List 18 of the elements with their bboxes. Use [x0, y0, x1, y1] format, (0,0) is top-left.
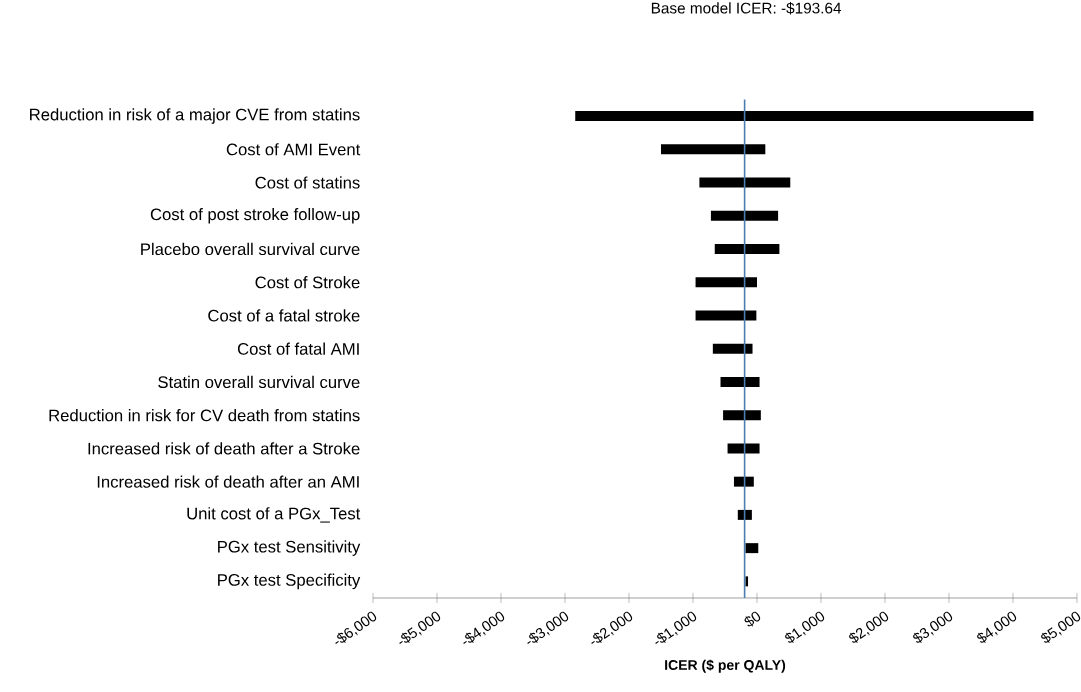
x-axis-title: ICER ($ per QALY) — [665, 659, 786, 673]
y-tick-label: PGx test Sensitivity — [218, 540, 361, 556]
y-tick-label: Cost of AMI Event — [226, 143, 361, 156]
y-tick-label: PGx test Specificity — [218, 573, 361, 590]
chart-title: Base model ICER: -$193.64 — [651, 2, 842, 15]
y-tick-label: Cost of statins — [255, 176, 360, 189]
y-tick-label: Reduction in risk for CV death from statins — [49, 409, 360, 422]
y-tick-label: Increased risk of death after a Stroke — [88, 442, 360, 455]
x-tick-label: $0 — [744, 611, 761, 627]
y-tick-label: Cost of fatal AMI — [237, 342, 359, 355]
y-tick-label: Cost of a fatal stroke — [208, 309, 360, 322]
y-tick-label: Unit cost of a PGx_Test — [187, 507, 361, 523]
y-tick-label: Cost of Stroke — [255, 276, 360, 289]
y-tick-label: Increased risk of death after an AMI — [97, 475, 359, 488]
y-tick-label: Cost of post stroke follow-up — [150, 207, 360, 224]
y-tick-label: Reduction in risk of a major CVE from statins — [30, 108, 360, 124]
y-tick-label: Placebo overall survival curve — [141, 242, 360, 256]
y-tick-label: Statin overall survival curve — [158, 375, 360, 389]
